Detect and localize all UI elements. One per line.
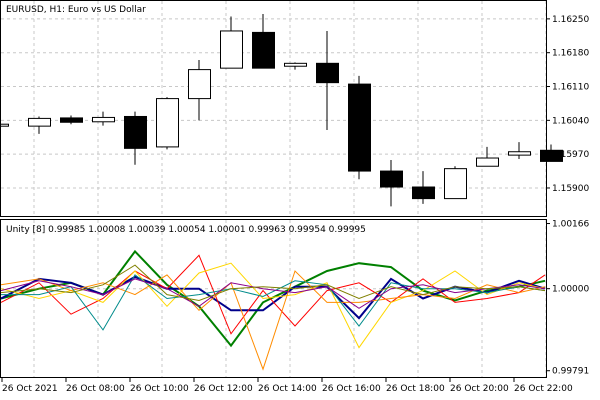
- indicator-title: Unity [8] 0.99985 1.00008 1.00039 1.0005…: [6, 225, 366, 235]
- price-label: 1.16180: [552, 49, 589, 59]
- main-chart-frame: [0, 0, 547, 217]
- candle: [252, 14, 275, 69]
- price-label: 1.16040: [552, 116, 589, 126]
- candlestick-series: [0, 14, 563, 207]
- indicator-label: 1.00000: [552, 285, 589, 295]
- candle: [92, 111, 115, 126]
- candle-body: [220, 30, 243, 69]
- candle-body: [444, 168, 467, 200]
- candle: [412, 171, 435, 204]
- candle: [124, 111, 147, 165]
- candle: [540, 144, 563, 162]
- time-label: 26 Oct 2021: [2, 384, 58, 394]
- indicator-series-line: [0, 254, 546, 335]
- candle-body: [508, 151, 531, 156]
- candle-body: [252, 31, 275, 69]
- time-label: 26 Oct 16:00: [322, 384, 381, 394]
- indicator-axis: 1.00166 1.00000 0.99791: [546, 220, 589, 377]
- candle: [220, 16, 243, 69]
- candle: [348, 75, 371, 180]
- candle-body: [188, 69, 211, 100]
- candle-body: [348, 83, 371, 172]
- candle: [188, 59, 211, 121]
- time-label: 26 Oct 08:00: [66, 384, 125, 394]
- indicator-series-line: [1, 274, 546, 331]
- candle-body: [412, 186, 435, 200]
- indicator-label: 0.99791: [552, 367, 589, 377]
- indicator-frame: [0, 219, 547, 378]
- indicator-lines: [0, 249, 546, 371]
- candle: [28, 116, 51, 134]
- candle-body: [316, 62, 339, 84]
- main-chart-title: EURUSD, H1: Euro vs US Dollar: [6, 5, 146, 15]
- candle-body: [28, 117, 51, 127]
- time-label: 26 Oct 12:00: [194, 384, 253, 394]
- price-label: 1.16250: [552, 15, 589, 25]
- candle-body: [156, 98, 179, 148]
- candle-body: [0, 123, 9, 127]
- candle-body: [284, 62, 307, 67]
- candle: [316, 30, 339, 130]
- indicator-series-line: [0, 262, 546, 349]
- price-label: 1.16110: [552, 83, 589, 93]
- time-label: 26 Oct 14:00: [258, 384, 317, 394]
- indicator-series-line: [0, 264, 546, 302]
- indicator-series-line: [0, 249, 546, 348]
- candle: [156, 97, 179, 150]
- indicator-series-line: [0, 278, 546, 309]
- candle-body: [540, 149, 563, 162]
- candle: [508, 142, 531, 159]
- candle: [60, 115, 83, 125]
- price-label: 1.15900: [552, 184, 589, 194]
- candle-body: [476, 157, 499, 167]
- time-label: 26 Oct 18:00: [386, 384, 445, 394]
- candle: [444, 166, 467, 200]
- indicator-series-line: [0, 270, 546, 371]
- candle-body: [380, 170, 403, 188]
- candle-body: [124, 115, 147, 149]
- time-label: 26 Oct 10:00: [130, 384, 189, 394]
- time-axis: 26 Oct 2021 26 Oct 08:00 26 Oct 10:00 26 Oc…: [1, 378, 573, 394]
- price-axis: 1.16250 1.16180 1.16110 1.16040 1.15970 1.159…: [546, 15, 589, 194]
- price-label: 1.15970: [552, 150, 589, 160]
- time-label: 26 Oct 22:00: [514, 384, 573, 394]
- candle: [0, 123, 9, 127]
- indicator-label: 1.00166: [552, 220, 589, 230]
- candle: [476, 146, 499, 167]
- candle-body: [60, 117, 83, 123]
- candle-body: [92, 116, 115, 123]
- candle: [284, 62, 307, 70]
- indicator-series-line: [0, 275, 546, 320]
- time-label: 26 Oct 20:00: [450, 384, 509, 394]
- candle: [380, 159, 403, 207]
